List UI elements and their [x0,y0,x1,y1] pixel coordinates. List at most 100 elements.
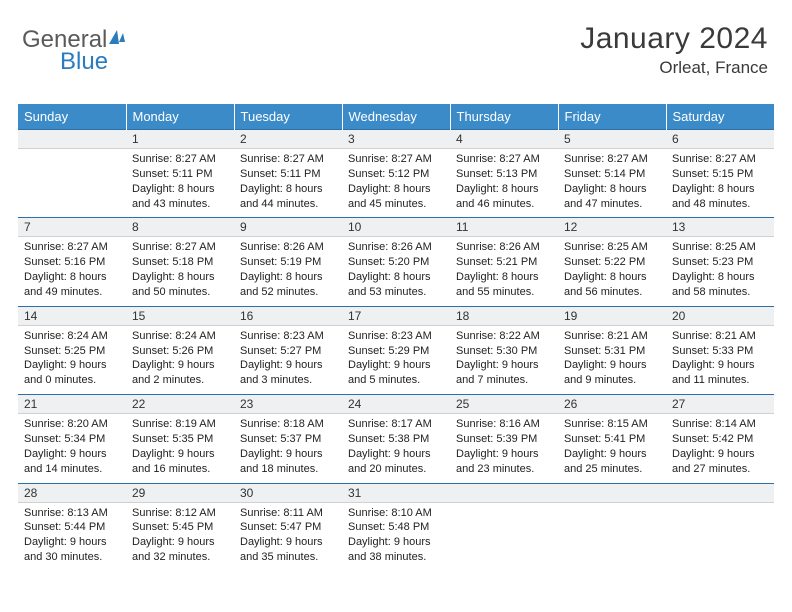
day-number-cell: 25 [450,395,558,414]
daylight-line: Daylight: 8 hours and 43 minutes. [132,182,228,212]
logo-text-blue: Blue [60,48,108,76]
calendar-body: 123456Sunrise: 8:27 AMSunset: 5:11 PMDay… [18,130,774,571]
day-number-cell: 11 [450,218,558,237]
day-number-cell: 18 [450,306,558,325]
sunset-line: Sunset: 5:25 PM [24,344,120,359]
day-number-cell: 15 [126,306,234,325]
day-number-cell: 13 [666,218,774,237]
daylight-line: Daylight: 8 hours and 50 minutes. [132,270,228,300]
sunrise-line: Sunrise: 8:23 AM [348,329,444,344]
sunrise-line: Sunrise: 8:19 AM [132,417,228,432]
calendar-table: Sunday Monday Tuesday Wednesday Thursday… [18,104,774,571]
day-content-cell: Sunrise: 8:10 AMSunset: 5:48 PMDaylight:… [342,502,450,571]
sunrise-line: Sunrise: 8:18 AM [240,417,336,432]
daylight-line: Daylight: 9 hours and 11 minutes. [672,358,768,388]
location: Orleat, France [580,58,768,78]
sunset-line: Sunset: 5:37 PM [240,432,336,447]
sunset-line: Sunset: 5:16 PM [24,255,120,270]
day-content-cell: Sunrise: 8:26 AMSunset: 5:21 PMDaylight:… [450,237,558,306]
daynum-row: 78910111213 [18,218,774,237]
day-content-cell: Sunrise: 8:21 AMSunset: 5:33 PMDaylight:… [666,325,774,394]
daylight-line: Daylight: 9 hours and 9 minutes. [564,358,660,388]
day-number-cell: 20 [666,306,774,325]
weekday-header: Sunday [18,104,126,130]
daylight-line: Daylight: 9 hours and 23 minutes. [456,447,552,477]
day-number-cell: 10 [342,218,450,237]
daylight-line: Daylight: 9 hours and 30 minutes. [24,535,120,565]
day-content-cell: Sunrise: 8:13 AMSunset: 5:44 PMDaylight:… [18,502,126,571]
day-content-cell: Sunrise: 8:24 AMSunset: 5:26 PMDaylight:… [126,325,234,394]
sunset-line: Sunset: 5:30 PM [456,344,552,359]
daylight-line: Daylight: 9 hours and 38 minutes. [348,535,444,565]
sunset-line: Sunset: 5:23 PM [672,255,768,270]
day-content-cell: Sunrise: 8:23 AMSunset: 5:29 PMDaylight:… [342,325,450,394]
daylight-line: Daylight: 8 hours and 56 minutes. [564,270,660,300]
day-content-cell: Sunrise: 8:14 AMSunset: 5:42 PMDaylight:… [666,414,774,483]
day-number-cell: 29 [126,483,234,502]
sunrise-line: Sunrise: 8:27 AM [240,152,336,167]
day-number-cell: 2 [234,130,342,149]
daylight-line: Daylight: 8 hours and 58 minutes. [672,270,768,300]
daynum-row: 28293031 [18,483,774,502]
sunrise-line: Sunrise: 8:14 AM [672,417,768,432]
sunrise-line: Sunrise: 8:20 AM [24,417,120,432]
month-title: January 2024 [580,22,768,56]
sunrise-line: Sunrise: 8:17 AM [348,417,444,432]
sunrise-line: Sunrise: 8:15 AM [564,417,660,432]
sunrise-line: Sunrise: 8:27 AM [348,152,444,167]
sunrise-line: Sunrise: 8:27 AM [24,240,120,255]
day-number-cell: 23 [234,395,342,414]
sunrise-line: Sunrise: 8:21 AM [672,329,768,344]
sunset-line: Sunset: 5:29 PM [348,344,444,359]
daylight-line: Daylight: 9 hours and 25 minutes. [564,447,660,477]
day-content-cell: Sunrise: 8:15 AMSunset: 5:41 PMDaylight:… [558,414,666,483]
logo-sail-icon [119,33,125,42]
daylight-line: Daylight: 8 hours and 47 minutes. [564,182,660,212]
sunset-line: Sunset: 5:11 PM [240,167,336,182]
content-row: Sunrise: 8:20 AMSunset: 5:34 PMDaylight:… [18,414,774,483]
sunset-line: Sunset: 5:20 PM [348,255,444,270]
daylight-line: Daylight: 8 hours and 53 minutes. [348,270,444,300]
sunrise-line: Sunrise: 8:26 AM [240,240,336,255]
daylight-line: Daylight: 9 hours and 27 minutes. [672,447,768,477]
daylight-line: Daylight: 8 hours and 45 minutes. [348,182,444,212]
day-number-cell [450,483,558,502]
day-number-cell: 28 [18,483,126,502]
sunset-line: Sunset: 5:21 PM [456,255,552,270]
day-number-cell: 16 [234,306,342,325]
daylight-line: Daylight: 8 hours and 48 minutes. [672,182,768,212]
day-content-cell: Sunrise: 8:27 AMSunset: 5:18 PMDaylight:… [126,237,234,306]
daylight-line: Daylight: 9 hours and 14 minutes. [24,447,120,477]
sunrise-line: Sunrise: 8:27 AM [456,152,552,167]
day-content-cell: Sunrise: 8:27 AMSunset: 5:13 PMDaylight:… [450,149,558,218]
weekday-header: Monday [126,104,234,130]
day-number-cell: 24 [342,395,450,414]
content-row: Sunrise: 8:13 AMSunset: 5:44 PMDaylight:… [18,502,774,571]
sunset-line: Sunset: 5:47 PM [240,520,336,535]
day-content-cell: Sunrise: 8:12 AMSunset: 5:45 PMDaylight:… [126,502,234,571]
sunrise-line: Sunrise: 8:27 AM [672,152,768,167]
sunrise-line: Sunrise: 8:22 AM [456,329,552,344]
day-number-cell [666,483,774,502]
sunset-line: Sunset: 5:27 PM [240,344,336,359]
daylight-line: Daylight: 9 hours and 32 minutes. [132,535,228,565]
day-content-cell: Sunrise: 8:17 AMSunset: 5:38 PMDaylight:… [342,414,450,483]
daylight-line: Daylight: 8 hours and 49 minutes. [24,270,120,300]
content-row: Sunrise: 8:27 AMSunset: 5:11 PMDaylight:… [18,149,774,218]
daylight-line: Daylight: 9 hours and 35 minutes. [240,535,336,565]
weekday-header-row: Sunday Monday Tuesday Wednesday Thursday… [18,104,774,130]
day-content-cell: Sunrise: 8:27 AMSunset: 5:14 PMDaylight:… [558,149,666,218]
sunset-line: Sunset: 5:31 PM [564,344,660,359]
sunrise-line: Sunrise: 8:24 AM [24,329,120,344]
day-content-cell: Sunrise: 8:27 AMSunset: 5:11 PMDaylight:… [126,149,234,218]
sunrise-line: Sunrise: 8:16 AM [456,417,552,432]
day-content-cell: Sunrise: 8:27 AMSunset: 5:16 PMDaylight:… [18,237,126,306]
day-number-cell: 12 [558,218,666,237]
sunset-line: Sunset: 5:22 PM [564,255,660,270]
sunset-line: Sunset: 5:19 PM [240,255,336,270]
sunset-line: Sunset: 5:33 PM [672,344,768,359]
day-number-cell [18,130,126,149]
sunrise-line: Sunrise: 8:24 AM [132,329,228,344]
weekday-header: Tuesday [234,104,342,130]
daylight-line: Daylight: 9 hours and 3 minutes. [240,358,336,388]
